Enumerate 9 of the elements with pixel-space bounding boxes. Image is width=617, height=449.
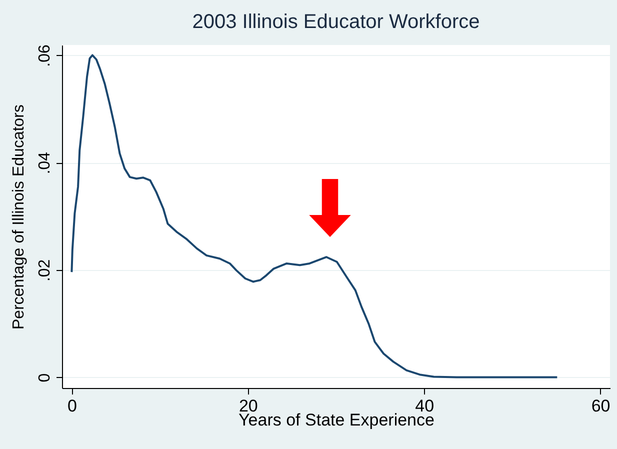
- y-tick-label: .02: [36, 259, 54, 282]
- y-axis-title: Percentage of Illinois Educators: [10, 104, 28, 330]
- x-tick-label: 60: [591, 396, 610, 416]
- y-tick-label: 0: [36, 373, 54, 382]
- y-tick-label: .06: [36, 44, 54, 67]
- chart-title: 2003 Illinois Educator Workforce: [192, 11, 480, 34]
- y-tick-label: .04: [36, 152, 54, 174]
- x-tick-label: 0: [67, 396, 77, 416]
- line-series: [70, 54, 558, 378]
